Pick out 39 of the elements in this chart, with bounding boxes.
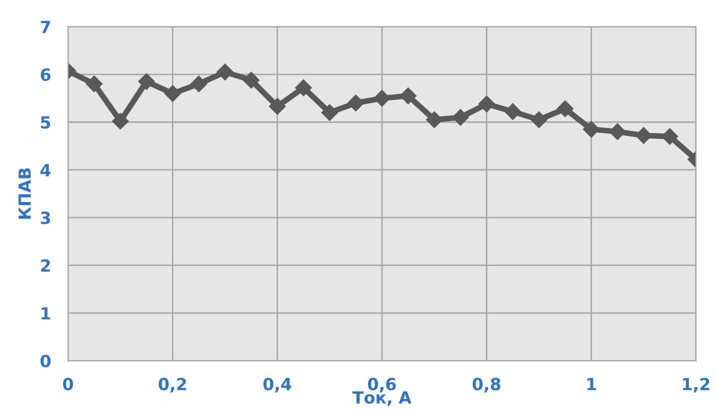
point [374, 90, 390, 107]
x-axis-title: Ток, А [352, 391, 412, 406]
point [504, 103, 522, 120]
point [86, 76, 103, 92]
point [216, 64, 234, 80]
y-tick-label: 0 [40, 354, 51, 368]
y-axis-title: КПАВ [18, 168, 31, 219]
y-tick-label: 3 [40, 212, 50, 224]
x-tick-label: 0,4 [263, 378, 292, 392]
y-tick-label: 1 [42, 307, 50, 320]
y-tick-label: 5 [41, 116, 50, 129]
point [400, 87, 417, 104]
point [268, 98, 286, 115]
point [295, 79, 312, 96]
point [164, 85, 182, 102]
point [582, 120, 600, 138]
point [478, 96, 496, 112]
point [609, 123, 626, 140]
x-tick-label: 1 [587, 378, 596, 390]
point [556, 100, 574, 118]
point [426, 111, 443, 128]
point [190, 76, 208, 92]
point [112, 112, 129, 130]
point [635, 127, 652, 144]
point [138, 73, 155, 90]
y-tick-label: 4 [40, 164, 51, 176]
y-tick-label: 6 [40, 68, 50, 81]
y-tick-label: 7 [40, 20, 50, 33]
point [347, 94, 364, 112]
y-tick-label: 2 [41, 259, 50, 272]
point [321, 104, 338, 121]
x-tick-label: 0 [63, 378, 74, 390]
point [452, 108, 469, 126]
x-tick-label: 0,2 [158, 378, 186, 392]
x-tick-label: 1,2 [683, 378, 710, 392]
point [530, 111, 548, 128]
x-tick-label: 0,8 [472, 378, 500, 392]
point [242, 72, 260, 88]
x-tick-label: 0,6 [368, 378, 396, 392]
